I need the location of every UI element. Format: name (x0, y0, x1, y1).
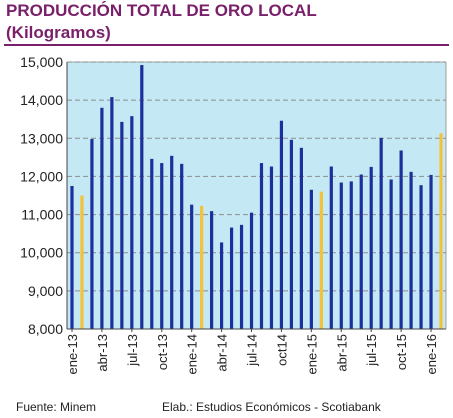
y-tick-label: 9,000 (28, 283, 63, 299)
bar-month (429, 174, 433, 329)
bar-month (349, 181, 353, 329)
bar-month (239, 224, 244, 329)
bar-chart: 8,000 9,000 10,000 11,000 12,000 13,000 14,000… (20, 54, 447, 374)
y-tick-label: 14,000 (20, 92, 63, 108)
bar-month (399, 150, 403, 329)
bar-month (389, 179, 393, 329)
x-tick-label: ene-14 (185, 334, 200, 374)
bar-annual-average (200, 205, 204, 329)
bar-month (339, 182, 343, 329)
bar-month (369, 166, 373, 329)
bar-month (110, 97, 114, 329)
bar-month (150, 158, 154, 329)
bar-month (130, 116, 134, 329)
y-tick-label: 11,000 (21, 207, 63, 223)
bar-month (180, 163, 184, 329)
bar-month (269, 166, 274, 329)
bar-month (140, 65, 144, 330)
bar-month (329, 166, 333, 329)
bar-month (170, 155, 174, 329)
bar-annual-average (80, 195, 84, 329)
bar-month (419, 185, 423, 329)
x-tick-label: jul-13 (125, 334, 140, 367)
credit-note: Elab.: Estudios Económicos - Scotiabank (162, 400, 381, 414)
source-note: Fuente: Minem (16, 400, 97, 414)
bar-month (299, 147, 303, 329)
x-tick-label: abr-15 (334, 334, 349, 372)
bar-month (160, 163, 164, 329)
x-tick-label: abr-14 (215, 334, 230, 372)
chart-subtitle: (Kilogramos) (6, 23, 111, 42)
bar-month (90, 139, 94, 329)
plot-area (67, 62, 446, 329)
y-tick-label: 15,000 (20, 54, 63, 70)
y-tick-label: 10,000 (20, 245, 63, 261)
y-tick-label: 8,000 (28, 321, 63, 337)
bar-month (279, 120, 284, 330)
x-tick-label: ene-15 (304, 334, 319, 374)
x-tick-label: oct14 (274, 334, 289, 366)
x-tick-label: ene-16 (424, 334, 439, 374)
bar-month (359, 174, 363, 329)
bar-month (309, 189, 313, 329)
bar-month (409, 171, 413, 329)
y-tick-label: 13,000 (20, 130, 63, 146)
bar-month (210, 211, 214, 329)
bar-month (229, 227, 234, 329)
bar-month (120, 121, 124, 329)
x-tick-label: abr-13 (95, 334, 110, 372)
bar-annual-average (439, 133, 443, 329)
title-divider (4, 44, 449, 46)
x-tick-label: oct-15 (394, 334, 409, 370)
bar-month (249, 212, 254, 329)
x-tick-label: jul-14 (245, 334, 260, 367)
x-tick-label: ene-13 (65, 334, 80, 374)
bar-month (70, 185, 74, 329)
bar-month (100, 107, 104, 329)
bar-month (379, 137, 383, 329)
bar-month (219, 242, 224, 329)
y-tick-label: 12,000 (20, 168, 63, 184)
bar-month (190, 204, 194, 329)
chart-title: PRODUCCIÓN TOTAL DE ORO LOCAL (6, 1, 317, 20)
bar-month (259, 163, 264, 329)
x-tick-label: oct-13 (155, 334, 170, 370)
bar-annual-average (319, 191, 323, 329)
bar-month (289, 139, 294, 329)
x-tick-label: jul-15 (364, 334, 379, 367)
